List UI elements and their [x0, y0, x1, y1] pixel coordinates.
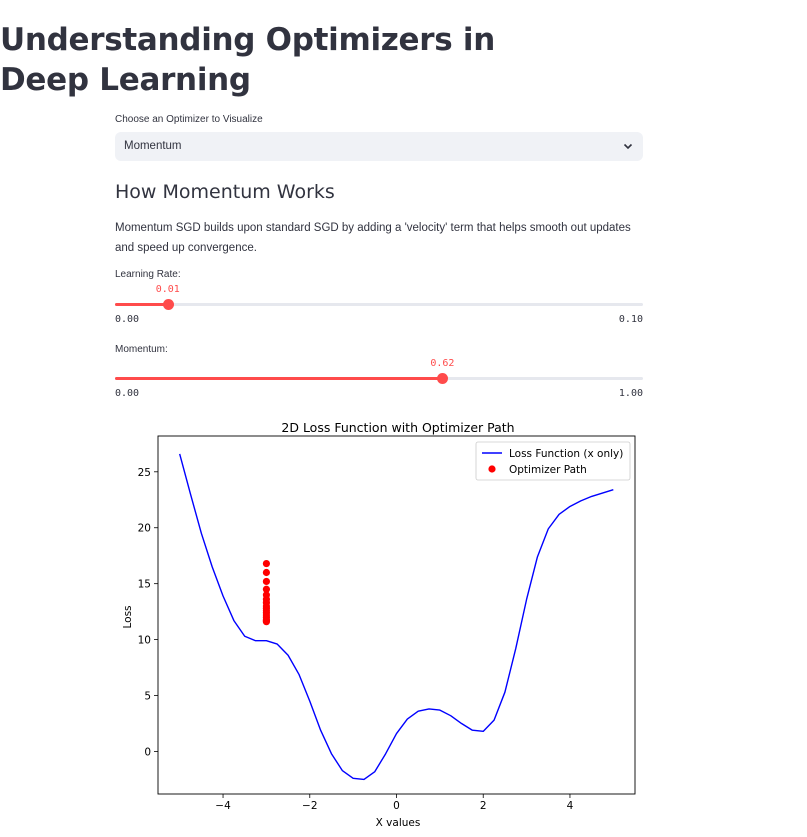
momentum-value: 0.62: [430, 358, 455, 369]
x-tick-label: −2: [302, 800, 317, 812]
chart-title: 2D Loss Function with Optimizer Path: [281, 420, 514, 435]
optimizer-select-value: Momentum: [124, 140, 182, 152]
optimizer-select[interactable]: Momentum: [115, 132, 643, 161]
section-heading: How Momentum Works: [115, 181, 335, 203]
y-tick-label: 5: [144, 691, 151, 703]
optimizer-path-point: [262, 618, 271, 626]
learning-rate-fill: [115, 303, 168, 306]
page-title: Understanding Optimizers in Deep Learnin…: [0, 22, 495, 98]
learning-rate-thumb[interactable]: [162, 299, 174, 310]
optimizer-path-point: [262, 577, 271, 586]
x-tick-label: 2: [480, 800, 487, 812]
x-tick-label: 0: [393, 800, 400, 812]
learning-rate-slider[interactable]: [115, 299, 643, 310]
optimizer-path-point: [262, 559, 271, 568]
momentum-label: Momentum:: [115, 344, 168, 355]
x-tick-label: −4: [215, 800, 231, 812]
y-tick-label: 0: [144, 746, 151, 758]
momentum-min: 0.00: [115, 388, 140, 399]
loss-function-line: [179, 453, 614, 781]
legend-box: [475, 441, 631, 481]
y-tick-label: 20: [138, 523, 151, 535]
momentum-thumb[interactable]: [437, 373, 449, 384]
legend-entry-path: Optimizer Path: [509, 464, 587, 476]
learning-rate-value: 0.01: [155, 284, 180, 295]
loss-chart: 2D Loss Function with Optimizer Path −4 −…: [115, 418, 645, 837]
momentum-max: 1.00: [618, 388, 643, 399]
learning-rate-min: 0.00: [115, 314, 140, 325]
x-tick-label: 4: [567, 800, 574, 812]
legend: Loss Function (x only) Optimizer Path: [475, 441, 631, 481]
momentum-fill: [115, 377, 443, 380]
optimizer-select-label: Choose an Optimizer to Visualize: [115, 114, 263, 125]
optimizer-path-point: [262, 585, 271, 593]
x-axis-label: X values: [376, 817, 421, 829]
y-tick-label: 10: [138, 635, 151, 647]
loss-chart-svg: 2D Loss Function with Optimizer Path −4 −…: [122, 420, 636, 829]
y-tick-label: 15: [138, 579, 151, 591]
y-tick-label: 25: [138, 467, 151, 479]
legend-point-swatch: [488, 465, 496, 473]
learning-rate-label: Learning Rate:: [115, 269, 181, 280]
y-axis-label: Loss: [122, 605, 134, 628]
plot-frame: [157, 435, 636, 795]
optimizer-path-point: [262, 568, 271, 577]
learning-rate-max: 0.10: [618, 314, 643, 325]
chevron-down-icon: [623, 143, 633, 150]
legend-entry-loss: Loss Function (x only): [509, 448, 623, 460]
momentum-slider[interactable]: [115, 373, 643, 384]
section-description: Momentum SGD builds upon standard SGD by…: [115, 222, 631, 254]
